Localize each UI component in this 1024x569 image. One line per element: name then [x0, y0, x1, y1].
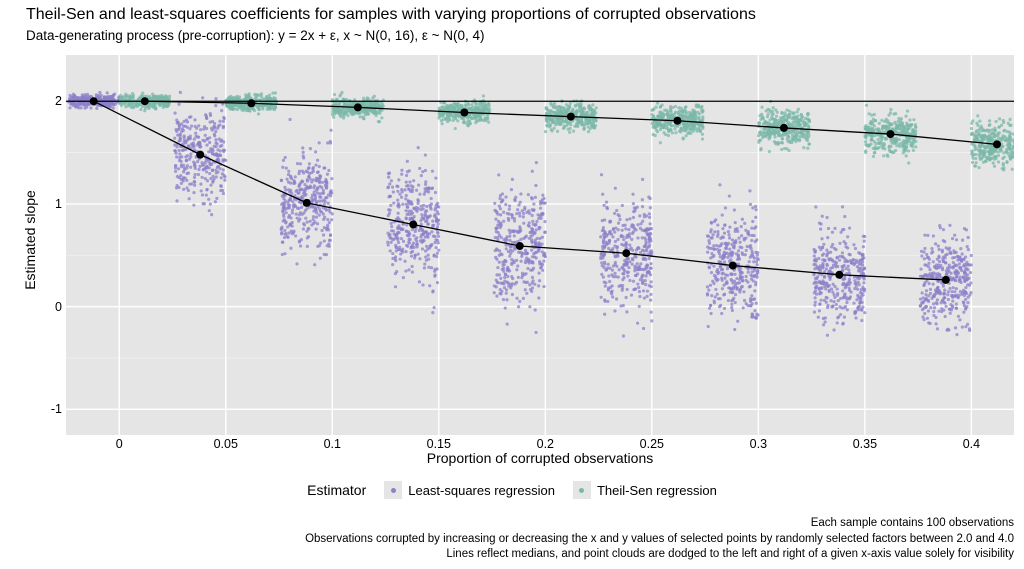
- x-tick-label: 0.2: [537, 437, 554, 451]
- legend-label-ols: Least-squares regression: [408, 483, 555, 498]
- chart-title: Theil-Sen and least-squares coefficients…: [26, 6, 756, 24]
- x-tick-label: 0: [116, 437, 123, 451]
- chart-subtitle: Data-generating process (pre-corruption)…: [26, 28, 484, 43]
- y-tick-label: -1: [32, 402, 62, 416]
- x-tick-label: 0.25: [640, 437, 664, 451]
- legend-title: Estimator: [307, 482, 366, 498]
- caption-line-2: Observations corrupted by increasing or …: [305, 532, 1014, 548]
- legend-label-theilsen: Theil-Sen regression: [597, 483, 717, 498]
- x-tick-label: 0.1: [324, 437, 341, 451]
- x-axis-label: Proportion of corrupted observations: [66, 450, 1014, 466]
- legend-swatch-theilsen: [573, 481, 591, 499]
- x-tick-label: 0.15: [427, 437, 451, 451]
- plot-svg: [66, 55, 1014, 435]
- y-tick-label: 0: [32, 300, 62, 314]
- legend-dot-theilsen: [579, 488, 584, 493]
- x-tick-label: 0.4: [963, 437, 980, 451]
- captions: Each sample contains 100 observations Ob…: [305, 516, 1014, 563]
- y-tick-label: 2: [32, 94, 62, 108]
- legend: Estimator Least-squares regression Theil…: [0, 478, 1024, 502]
- legend-item-ols: Least-squares regression: [384, 481, 555, 499]
- x-tick-label: 0.3: [750, 437, 767, 451]
- cloud: [67, 91, 973, 338]
- x-tick-label: 0.35: [853, 437, 877, 451]
- legend-item-theilsen: Theil-Sen regression: [573, 481, 717, 499]
- plot-area: Estimated slope -1012 00.050.10.150.20.2…: [24, 50, 1014, 458]
- y-tick-label: 1: [32, 197, 62, 211]
- legend-dot-ols: [391, 488, 396, 493]
- legend-swatch-ols: [384, 481, 402, 499]
- caption-line-1: Each sample contains 100 observations: [305, 516, 1014, 532]
- x-tick-label: 0.05: [214, 437, 238, 451]
- caption-line-3: Lines reflect medians, and point clouds …: [305, 547, 1014, 563]
- plot-panel: [66, 55, 1014, 435]
